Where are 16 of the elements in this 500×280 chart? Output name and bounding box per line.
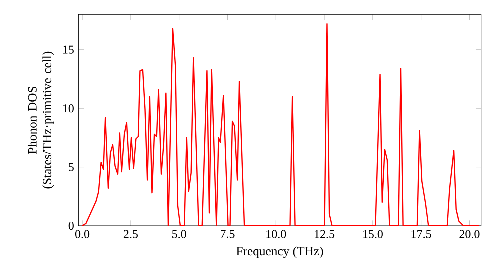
x-axis-title: Frequency (THz) — [236, 246, 324, 258]
x-tick-label: 17.5 — [412, 230, 432, 238]
x-tick-label: 10.0 — [266, 230, 286, 238]
y-tick-label: 5 — [69, 163, 74, 172]
y-tick-label: 10 — [63, 104, 74, 113]
x-tick-label: 15.0 — [363, 230, 383, 238]
x-tick-label: 5.0 — [172, 230, 186, 238]
x-tick-label: 12.5 — [315, 230, 335, 238]
x-tick-label: 7.5 — [221, 230, 235, 238]
line-series — [82, 23, 480, 226]
y-tick-label: 15 — [63, 46, 74, 54]
y-tick-label: 0 — [68, 222, 74, 230]
x-tick-label: 0.0 — [76, 230, 90, 238]
y-axis-title: Phonon DOS (States/THz·primitive cell) — [28, 52, 54, 189]
x-tick-label: 2.5 — [124, 230, 138, 238]
x-tick-label: 20.0 — [460, 230, 480, 238]
